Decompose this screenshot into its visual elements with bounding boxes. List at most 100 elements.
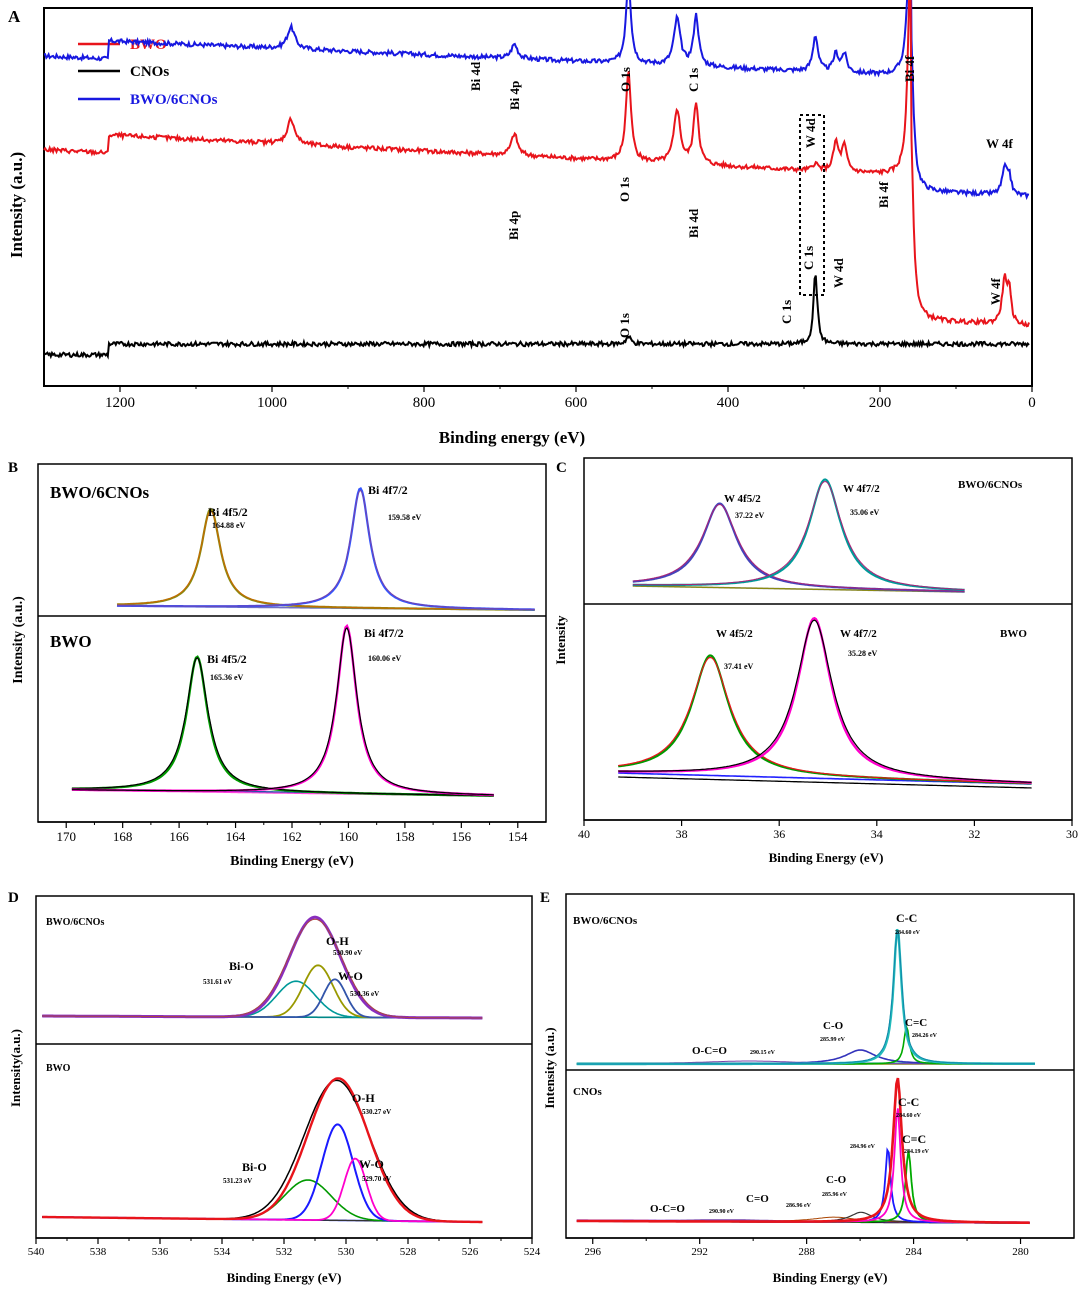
- svg-text:W-O: W-O: [359, 1157, 384, 1171]
- annot-black-o1s: O 1s: [617, 313, 632, 338]
- annot-blue-bi4f: Bi 4f: [902, 55, 917, 82]
- panel-c-plot: [618, 478, 1032, 789]
- svg-text:530.27 eV: 530.27 eV: [362, 1108, 391, 1116]
- panel-c-annotations: W 4f5/2 37.22 eV W 4f7/2 35.06 eV W 4f5/…: [716, 483, 880, 671]
- panel-e-xlabel: Binding Energy (eV): [773, 1270, 888, 1285]
- panel-b-plot: [71, 486, 535, 797]
- svg-text:284.60 eV: 284.60 eV: [895, 930, 921, 936]
- component-peak-1: [618, 656, 1032, 784]
- component-peak-1: [576, 1049, 1035, 1065]
- panel-d-x-axis: 540 538 536 534 532 530 528 526 524: [28, 1237, 541, 1258]
- svg-text:290.15 eV: 290.15 eV: [750, 1050, 776, 1056]
- tick-label: 200: [869, 395, 892, 411]
- tick-label: 600: [565, 395, 588, 411]
- tick-label: 156: [452, 829, 472, 844]
- tick-label: 532: [276, 1246, 293, 1258]
- svg-text:Bi 4f5/2: Bi 4f5/2: [207, 652, 247, 666]
- component-peak-3: [71, 627, 494, 796]
- tick-label: 40: [578, 827, 590, 841]
- panel-label-e: E: [540, 890, 550, 906]
- svg-text:284.96 eV: 284.96 eV: [850, 1144, 876, 1150]
- panel-e-ylabel: Intensity (a.u.): [542, 1027, 557, 1108]
- svg-text:530.36 eV: 530.36 eV: [350, 990, 379, 998]
- svg-text:W-O: W-O: [338, 969, 363, 983]
- tick-label: 400: [717, 395, 740, 411]
- annot-red-c1s: C 1s: [801, 246, 816, 270]
- annot-blue-4: W 4d: [803, 117, 818, 148]
- series-line-bwo: [43, 0, 1030, 328]
- panel-a-ylabel: Intensity (a.u.): [7, 152, 26, 258]
- component-peak-0: [116, 507, 535, 612]
- panel-a-series: [43, 0, 1030, 360]
- svg-text:Bi-O: Bi-O: [242, 1160, 267, 1174]
- tick-label: 154: [508, 829, 528, 844]
- annot-red-bi4d: Bi 4d: [686, 208, 701, 238]
- legend-cnos: CNOs: [130, 64, 169, 80]
- svg-text:C=C: C=C: [902, 1132, 926, 1146]
- annot-black-c1s: C 1s: [779, 300, 794, 324]
- panel-e-x-axis: 296 292 288 284 280: [566, 1237, 1074, 1258]
- series-line-cnos: [43, 275, 1030, 360]
- svg-text:284.26 eV: 284.26 eV: [912, 1033, 938, 1039]
- tick-label: 800: [413, 395, 436, 411]
- svg-text:285.96 eV: 285.96 eV: [822, 1192, 848, 1198]
- svg-text:290.90 eV: 290.90 eV: [709, 1209, 735, 1215]
- annot-red-o1s: O 1s: [617, 177, 632, 202]
- tick-label: 1000: [257, 395, 287, 411]
- tick-label: 292: [691, 1246, 708, 1258]
- tick-label: 38: [676, 827, 688, 841]
- panel-label-c: C: [556, 460, 567, 476]
- svg-text:W 4f7/2: W 4f7/2: [843, 483, 880, 495]
- annot-red-bi4p: Bi 4p: [506, 211, 521, 240]
- panel-a-xlabel: Binding energy (eV): [439, 428, 585, 447]
- component-peak-3: [632, 480, 965, 591]
- panel-e-annotations: C-C 284.60 eV C=C 284.26 eV C-O 285.99 e…: [650, 911, 938, 1215]
- panel-c-xlabel: Binding Energy (eV): [769, 850, 884, 865]
- annot-blue-w4f: W 4f: [986, 136, 1014, 151]
- component-peak-2: [42, 978, 483, 1019]
- panel-c-top-label: BWO/6CNOs: [958, 479, 1023, 491]
- tick-label: 526: [462, 1246, 479, 1258]
- tick-label: 166: [169, 829, 189, 844]
- svg-text:531.61 eV: 531.61 eV: [203, 978, 232, 986]
- tick-label: 158: [395, 829, 415, 844]
- svg-text:164.88 eV: 164.88 eV: [212, 521, 246, 530]
- svg-text:O-C=O: O-C=O: [650, 1203, 685, 1215]
- panel-c-bottom-label: BWO: [1000, 628, 1027, 640]
- tick-label: 296: [584, 1246, 601, 1258]
- component-peak-4: [576, 1150, 1030, 1224]
- series-line-bwo6cnos: [43, 0, 1030, 201]
- svg-text:165.36 eV: 165.36 eV: [210, 673, 244, 682]
- tick-label: 538: [90, 1246, 107, 1258]
- svg-text:O-C=O: O-C=O: [692, 1045, 727, 1057]
- panel-label-d: D: [8, 890, 19, 906]
- panel-a-x-axis: 1200 1000 800 600 400 200 0: [44, 385, 1036, 411]
- tick-label: 540: [28, 1246, 45, 1258]
- component-peak-2: [116, 486, 535, 611]
- tick-label: 164: [226, 829, 246, 844]
- tick-label: 36: [773, 827, 785, 841]
- panel-d-xlabel: Binding Energy (eV): [227, 1270, 342, 1285]
- svg-text:37.22 eV: 37.22 eV: [735, 511, 765, 520]
- tick-label: 160: [339, 829, 359, 844]
- tick-label: 34: [871, 827, 883, 841]
- panel-b-annotations: Bi 4f5/2 164.88 eV Bi 4f7/2 159.58 eV Bi…: [207, 483, 422, 682]
- tick-label: 168: [113, 829, 133, 844]
- panel-e-top-label: BWO/6CNOs: [573, 915, 638, 927]
- tick-label: 284: [905, 1246, 922, 1258]
- svg-text:284.60 eV: 284.60 eV: [896, 1113, 922, 1119]
- panel-c-ylabel: Intensity: [553, 615, 568, 665]
- svg-text:530.90 eV: 530.90 eV: [333, 949, 362, 957]
- svg-text:C=C: C=C: [905, 1017, 927, 1029]
- svg-text:35.06 eV: 35.06 eV: [850, 508, 880, 517]
- panel-label-a: A: [8, 7, 21, 26]
- svg-text:O-H: O-H: [352, 1091, 375, 1105]
- svg-text:35.28 eV: 35.28 eV: [848, 649, 878, 658]
- svg-text:C=O: C=O: [746, 1193, 769, 1205]
- svg-text:Bi 4f7/2: Bi 4f7/2: [364, 626, 404, 640]
- component-peak-4: [42, 918, 483, 1019]
- component-peak-2: [618, 616, 1032, 784]
- panel-label-b: B: [8, 460, 18, 476]
- tick-label: 1200: [105, 395, 135, 411]
